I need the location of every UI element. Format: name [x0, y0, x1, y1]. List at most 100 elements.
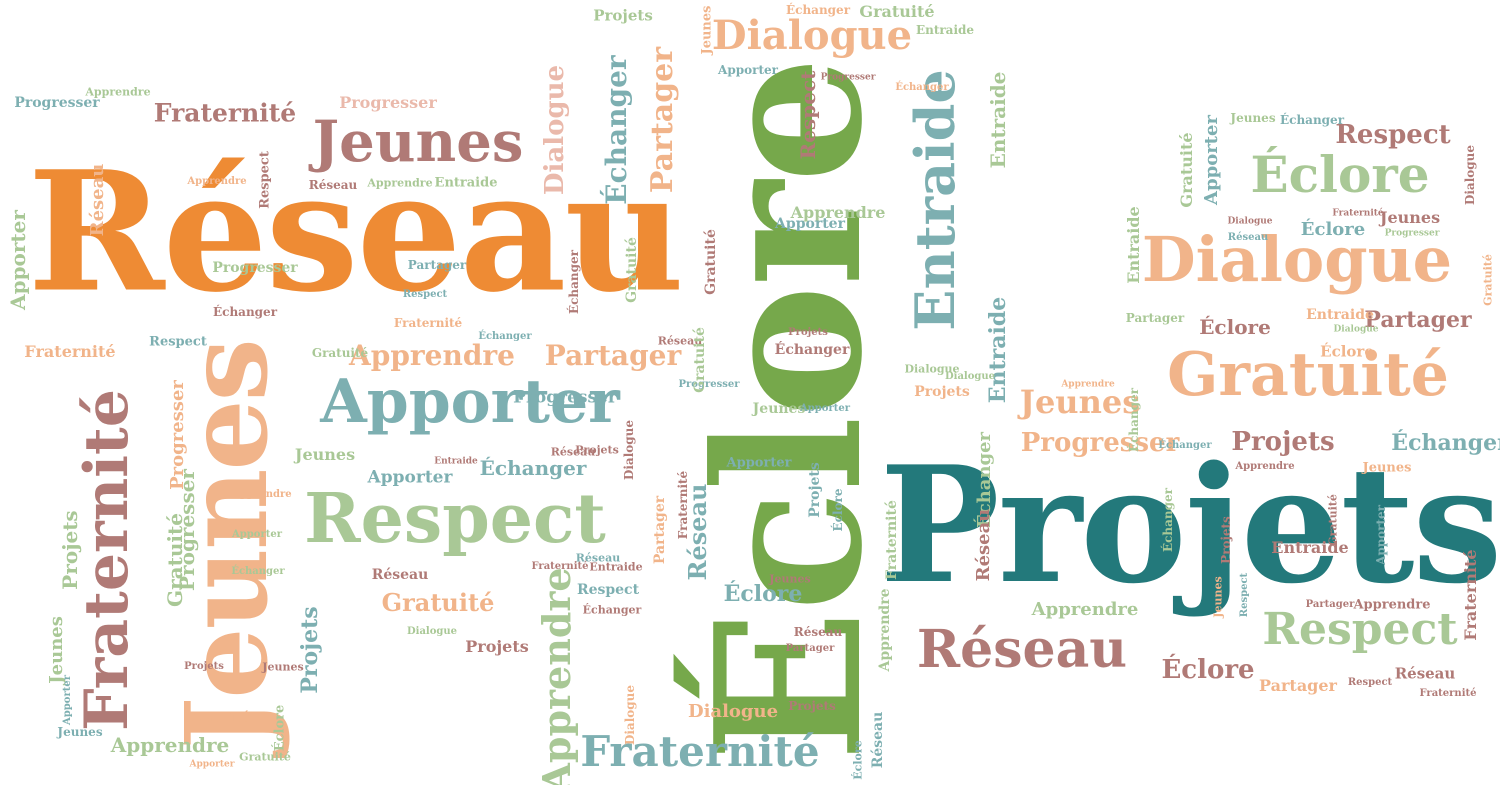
word-entraide-small-5: Entraide [1271, 538, 1349, 557]
word-reseau-small-5: Réseau [575, 551, 621, 565]
word-reseau-small-4: Réseau [550, 445, 596, 459]
word-eclore-small-right: Éclore [1161, 655, 1255, 685]
word-apprendre-small-6: Apprendre [1235, 461, 1295, 472]
word-apporter-small-6: Apporter [189, 759, 235, 770]
word-jeunes-small-3: Jeunes [769, 572, 811, 586]
word-apprendre-small-3: Apprendre [367, 176, 433, 190]
word-progresser-small-1: Progresser [212, 260, 298, 276]
word-dialogue-bottom: Dialogue [687, 701, 779, 722]
word-apporter-small: Apporter [367, 467, 453, 488]
word-reseau-small-3: Réseau [657, 334, 703, 348]
word-gratuite-vertical-small: Gratuité [703, 229, 719, 295]
word-gratuite-vertical-small-2: Gratuité [624, 237, 640, 303]
word-entraide-small-2: Entraide [915, 23, 975, 37]
word-projets-vertical-mid: Projets [297, 606, 323, 694]
word-eclore-small-1: Éclore [723, 581, 803, 607]
word-echanger-small-9: Échanger [1279, 113, 1345, 127]
word-dialogue-small-5: Dialogue [1227, 216, 1273, 227]
word-entraide-vertical-right: Entraide [985, 296, 1011, 404]
word-apprendre-left: Apprendre [110, 733, 230, 757]
word-projets-small-4: Projets [788, 699, 836, 713]
word-gratuite-right: Gratuité [1167, 340, 1449, 410]
word-echanger-vertical-small: Échanger [567, 249, 581, 315]
word-echanger-vertical-small-3: Échanger [1161, 487, 1175, 553]
word-echanger-right: Échanger [1391, 430, 1500, 456]
word-progresser-vertical-2: Progresser [175, 469, 199, 591]
word-apprendre-vertical-small: Apprendre [877, 588, 893, 672]
word-progresser-small-4: Progresser [1384, 228, 1440, 239]
word-progresser-middle: Progresser [513, 387, 617, 408]
word-jeunes-vertical-small-2: Jeunes [1211, 576, 1225, 618]
word-partager-small-1: Partager [407, 258, 467, 272]
word-echanger-small-1: Échanger [212, 305, 278, 319]
word-partager-small-4: Partager [1305, 599, 1355, 610]
word-apprendre-small-1: Apprendre [85, 85, 151, 99]
word-echanger-vertical-small-2: Échanger [1127, 387, 1141, 453]
word-apprendre-bottom: Apprendre [1031, 599, 1139, 620]
word-gratuite-small-3: Gratuité [184, 710, 250, 726]
word-projets-vertical-left: Projets [58, 510, 82, 590]
word-respect-small-3: Respect [576, 582, 640, 598]
word-fraternite-vertical: Fraternité [72, 389, 142, 731]
word-respect-middle: Respect [304, 479, 606, 559]
word-entraide-small-6: Entraide [1306, 307, 1374, 323]
word-projets-right: Projets [1231, 427, 1335, 457]
word-partager-vertical: Partager [645, 46, 680, 194]
word-fraternite-small-1: Fraternité [393, 316, 463, 330]
word-jeunes-small-1: Jeunes [752, 401, 806, 417]
word-jeunes-small-6: Jeunes [1362, 460, 1412, 476]
word-progresser-top: Progresser [339, 93, 437, 112]
word-fraternite-small-4: Fraternité [1332, 208, 1384, 219]
word-reseau-small-7: Réseau [1394, 664, 1456, 683]
word-gratuite-vertical-small-5: Gratuité [1481, 254, 1495, 306]
word-partager-small-2: Partager [785, 643, 835, 654]
word-dialogue-vertical-small: Dialogue [623, 684, 637, 746]
word-gratuite-small-2: Gratuité [311, 346, 369, 360]
word-reseau-vertical-small-2: Réseau [870, 711, 886, 769]
word-fraternite-left: Fraternité [24, 342, 116, 361]
word-apprendre-middle: Apprendre [349, 339, 515, 372]
word-reseau-large: Réseau [27, 134, 685, 329]
word-jeunes-small-4: Jeunes [57, 725, 103, 739]
word-apprendre-small-4: Apprendre [790, 203, 886, 222]
word-reseau-small-bl: Réseau [371, 567, 429, 583]
word-jeunes-vertical-left: Jeunes [46, 616, 67, 684]
word-echanger-small-8: Échanger [1158, 440, 1212, 451]
word-entraide-small-4: Entraide [589, 560, 643, 574]
word-progresser-right: Progresser [1020, 428, 1180, 458]
word-echanger-small-2: Échanger [478, 331, 532, 342]
word-projets-small-1: Projets [788, 327, 828, 338]
word-apporter-small-3: Apporter [775, 216, 845, 232]
word-eclore-right: Éclore [1250, 145, 1430, 204]
word-respect-vertical-small-2: Respect [1239, 572, 1250, 618]
word-dialogue-right: Dialogue [1141, 223, 1453, 296]
word-apporter-vertical-far: Apporter [1201, 115, 1222, 205]
word-jeunes-small-5: Jeunes [262, 660, 304, 674]
word-respect-vertical-mid: Respect [796, 70, 820, 160]
word-dialogue-vertical-small-2: Dialogue [622, 419, 636, 481]
word-reseau-bottom: Réseau [916, 619, 1128, 680]
word-jeunes-vertical-small: Jeunes [699, 5, 715, 55]
word-eclore-vertical-small: Éclore [831, 488, 845, 532]
word-apprendre-small-5: Apprendre [232, 489, 292, 500]
word-projets-small-2: Projets [914, 384, 970, 400]
word-jeunes-right: Jeunes [1019, 383, 1141, 421]
word-apporter-small-4: Apporter [800, 403, 850, 414]
word-fraternite-vertical-small: Fraternité [676, 470, 690, 540]
word-reseau-vertical-small: Réseau [87, 163, 108, 237]
word-entraide-small-1: Entraide [434, 175, 498, 191]
word-eclore-vertical-small-3: Éclore [272, 704, 288, 752]
word-projets-top: Projets [593, 6, 653, 25]
word-echanger-small-7: Échanger [231, 566, 285, 577]
word-gratuite-small-4: Gratuité [239, 750, 291, 764]
word-respect-small-2: Respect [402, 289, 448, 300]
word-echanger-vertical: Échanger [600, 55, 633, 205]
word-entraide-small-3: Entraide [434, 456, 478, 467]
word-echanger-small-4: Échanger [785, 3, 851, 17]
word-apprendre-small-8: Apprendre [1061, 379, 1115, 390]
word-partager-small-5: Partager [1125, 311, 1185, 325]
word-apporter-small-5: Apporter [726, 455, 792, 471]
word-reseau-small-6: Réseau [793, 625, 843, 639]
word-apporter: Apporter [320, 367, 620, 437]
